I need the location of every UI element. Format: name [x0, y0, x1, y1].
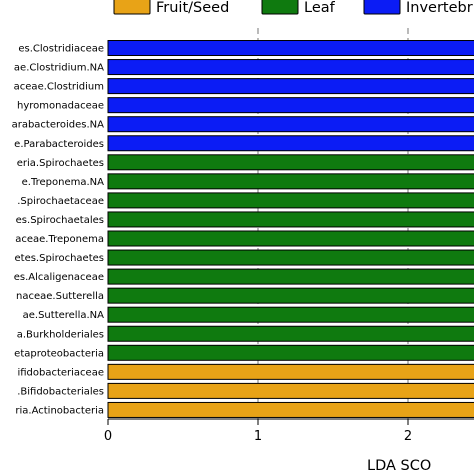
bar-5 — [107, 135, 474, 152]
category-label-10: aceae.Treponema — [15, 234, 104, 245]
category-label-18: .Bifidobacteriales — [17, 386, 104, 397]
category-label-19: ria.Actinobacteria — [15, 405, 104, 416]
category-label-11: etes.Spirochaetes — [15, 253, 105, 264]
category-label-0: es.Clostridiaceae — [18, 44, 104, 55]
category-label-17: ifidobacteriaceae — [17, 367, 104, 378]
category-label-7: e.Treponema.NA — [22, 177, 104, 188]
bar-3 — [107, 97, 474, 114]
bar-11 — [107, 249, 474, 266]
category-label-1: ae.Clostridium.NA — [14, 63, 104, 74]
bar-12 — [107, 268, 474, 285]
bar-17 — [107, 363, 474, 380]
bar-10 — [107, 230, 474, 247]
legend-swatch-1 — [261, 0, 299, 15]
category-label-14: ae.Sutterella.NA — [23, 310, 105, 321]
category-label-3: hyromonadaceae — [17, 101, 104, 112]
bar-8 — [107, 192, 474, 209]
bar-19 — [107, 401, 474, 418]
category-labels: es.Clostridiaceae ae.Clostridium.NA aceae.… — [12, 44, 105, 417]
legend: Fruit/Seed Leaf Invertebr — [113, 0, 473, 16]
legend-swatch-0 — [113, 0, 151, 15]
x-axis-title: LDA SCO — [367, 458, 431, 474]
legend-label-1: Leaf — [304, 0, 336, 16]
category-label-16: etaproteobacteria — [14, 348, 104, 359]
x-axis: 0 1 2 — [104, 418, 474, 444]
bar-13 — [107, 287, 474, 304]
category-label-9: es.Spirochaetales — [16, 215, 104, 226]
category-label-8: .Spirochaetaceae — [17, 196, 104, 207]
category-label-2: aceae.Clostridium — [14, 82, 104, 93]
x-tick-label-2: 2 — [404, 429, 412, 444]
bar-4 — [107, 116, 474, 133]
bar-18 — [107, 382, 474, 399]
category-label-5: e.Parabacteroides — [14, 139, 104, 150]
bar-0 — [107, 40, 474, 56]
category-label-13: naceae.Sutterella — [16, 291, 104, 302]
category-label-6: eria.Spirochaetes — [17, 158, 104, 169]
bar-2 — [107, 78, 474, 95]
legend-label-2: Invertebr — [406, 0, 473, 16]
bar-16 — [107, 344, 474, 361]
bar-7 — [107, 173, 474, 190]
x-tick-label-0: 0 — [104, 429, 112, 444]
bar-14 — [107, 306, 474, 323]
bar-1 — [107, 59, 474, 76]
bar-6 — [107, 154, 474, 171]
category-label-15: a.Burkholderiales — [17, 329, 104, 340]
x-tick-label-1: 1 — [254, 429, 262, 444]
legend-label-0: Fruit/Seed — [156, 0, 229, 16]
bar-15 — [107, 325, 474, 342]
bars — [107, 40, 474, 418]
category-label-4: arabacteroides.NA — [12, 120, 105, 131]
bar-9 — [107, 211, 474, 228]
category-label-12: es.Alcaligenaceae — [14, 272, 104, 283]
legend-swatch-2 — [363, 0, 401, 15]
